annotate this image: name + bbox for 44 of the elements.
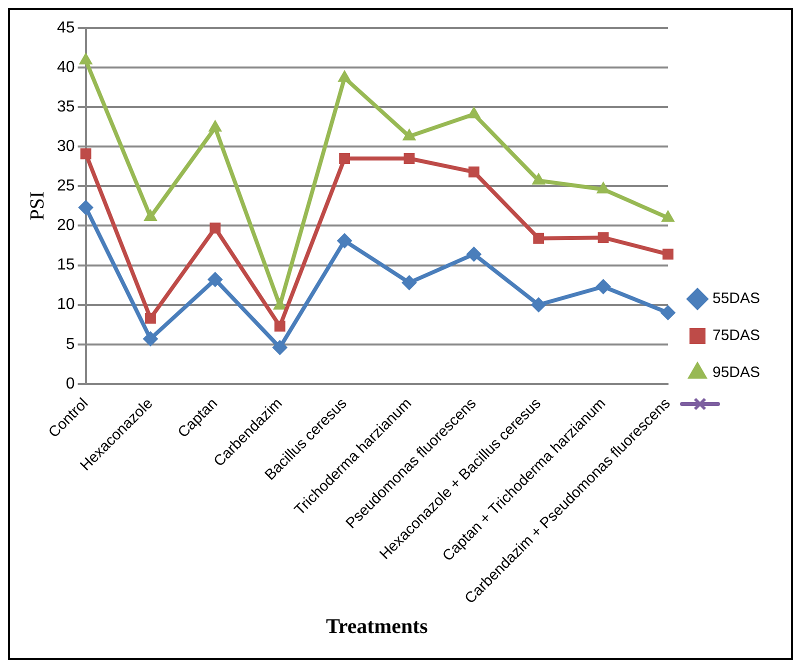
point xyxy=(78,200,94,216)
y-tick-label: 20 xyxy=(57,217,75,234)
legend-label: 75DAS xyxy=(712,327,760,344)
point xyxy=(339,153,350,164)
point xyxy=(596,279,611,294)
point xyxy=(466,246,482,262)
point xyxy=(210,222,221,234)
y-tick-label: 45 xyxy=(57,19,75,36)
point xyxy=(208,120,222,132)
point xyxy=(532,173,546,185)
point xyxy=(272,340,288,356)
y-tick-label: 5 xyxy=(66,336,75,353)
y-tick-label: 25 xyxy=(57,178,75,195)
legend-label: 95DAS xyxy=(712,364,760,382)
y-tick-label: 30 xyxy=(57,138,75,156)
point xyxy=(402,275,417,290)
point xyxy=(144,210,158,222)
point xyxy=(402,128,416,140)
y-tick-label: 0 xyxy=(66,375,75,392)
point xyxy=(208,272,223,288)
point xyxy=(142,331,158,346)
y-tick-label: 40 xyxy=(57,58,75,76)
point xyxy=(531,297,546,312)
x-axis-title: Treatments xyxy=(326,614,428,638)
point xyxy=(533,232,544,244)
point xyxy=(337,233,352,248)
point xyxy=(468,166,480,178)
point xyxy=(661,210,675,222)
y-tick-label: 35 xyxy=(57,98,75,116)
point xyxy=(404,153,415,164)
y-axis-title: PSI xyxy=(26,192,48,220)
point xyxy=(467,106,480,118)
point xyxy=(338,70,352,82)
y-tick-label: 10 xyxy=(57,296,75,314)
point xyxy=(596,182,610,194)
point xyxy=(662,248,674,260)
point xyxy=(80,148,92,160)
legend-label: 55DAS xyxy=(712,290,760,308)
y-tick-label: 15 xyxy=(57,256,75,274)
point xyxy=(274,320,286,332)
point xyxy=(660,305,676,320)
point xyxy=(79,52,92,64)
point xyxy=(145,312,156,324)
point xyxy=(598,232,609,244)
